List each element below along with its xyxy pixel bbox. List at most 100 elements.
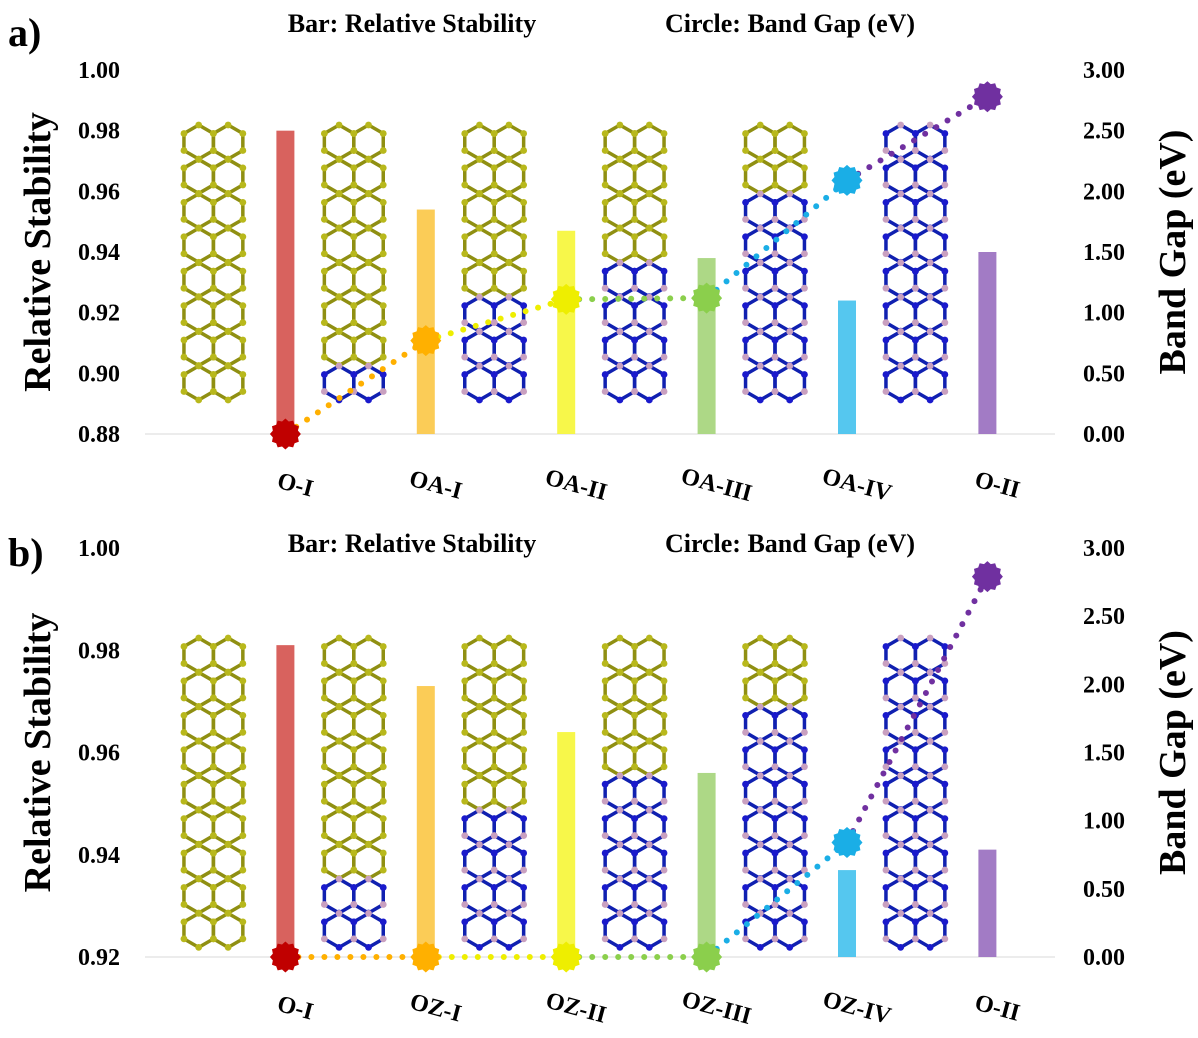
molecule-ring (184, 297, 213, 331)
molecule-atom (181, 936, 188, 943)
molecule-atom (631, 182, 638, 189)
molecule-ring (746, 810, 775, 844)
molecule-atom (239, 695, 246, 702)
molecule-atom (239, 354, 246, 361)
molecule-atom (210, 354, 217, 361)
molecule-atom (757, 156, 764, 163)
molecule-atom (380, 354, 387, 361)
molecule-atom (365, 294, 372, 301)
molecule-atom (646, 190, 653, 197)
molecule-atom (772, 250, 779, 257)
molecule-atom (883, 781, 890, 788)
molecule-atom (380, 763, 387, 770)
molecule-atom (801, 660, 808, 667)
molecule-atom (941, 319, 948, 326)
molecule-atom (661, 660, 668, 667)
molecule-atom (883, 388, 890, 395)
molecule-atom (321, 746, 328, 753)
molecule-atom (941, 199, 948, 206)
molecule-atom (883, 643, 890, 650)
molecule-ring (465, 194, 494, 228)
molecule-atom (210, 302, 217, 309)
gap-connector (707, 180, 847, 298)
molecule-atom (927, 944, 934, 951)
molecule-atom (476, 738, 483, 745)
molecule-atom (616, 910, 623, 917)
molecule-atom (602, 354, 609, 361)
molecule-atom (742, 832, 749, 839)
molecule-atom (897, 669, 904, 676)
molecule-atom (476, 328, 483, 335)
molecule-atom (941, 850, 948, 857)
molecule-atom (661, 354, 668, 361)
gap-connector (566, 298, 706, 299)
molecule-atom (321, 695, 328, 702)
molecule-atom (476, 841, 483, 848)
molecule-atom (772, 815, 779, 822)
molecule-atom (912, 302, 919, 309)
molecule-atom (239, 268, 246, 275)
molecule-atom (631, 285, 638, 292)
molecule-atom (631, 130, 638, 137)
molecule-atom (476, 397, 483, 404)
molecule-atom (380, 901, 387, 908)
molecule-atom (195, 397, 202, 404)
molecule-atom (321, 268, 328, 275)
molecule-atom (210, 337, 217, 344)
molecule-atom (631, 199, 638, 206)
bar (698, 773, 716, 957)
molecule-atom (210, 746, 217, 753)
molecule-atom (897, 156, 904, 163)
molecule-atom (210, 763, 217, 770)
molecule-atom (239, 643, 246, 650)
molecule-atom (195, 259, 202, 266)
molecule-atom (380, 337, 387, 344)
molecule-atom (225, 190, 232, 197)
molecule-ring (605, 263, 634, 297)
molecule-ring (886, 810, 915, 844)
molecule-atom (757, 363, 764, 370)
gap-point (270, 942, 301, 973)
molecule-atom (912, 850, 919, 857)
molecule-atom (491, 746, 498, 753)
panel: b)Bar: Relative StabilityCircle: Band Ga… (8, 529, 1194, 1030)
molecule-atom (927, 294, 934, 301)
molecule-ring (915, 913, 944, 947)
molecule-atom (506, 772, 513, 779)
molecule-atom (742, 643, 749, 650)
molecule-atom (801, 936, 808, 943)
molecule-atom (602, 919, 609, 926)
molecule-atom (602, 746, 609, 753)
molecule-atom (336, 635, 343, 642)
molecule-atom (883, 850, 890, 857)
molecule-atom (321, 936, 328, 943)
molecule-atom (181, 884, 188, 891)
molecule-atom (380, 285, 387, 292)
molecule-ring (886, 776, 915, 810)
molecule-atom (491, 901, 498, 908)
molecule-atom (801, 763, 808, 770)
molecule-atom (181, 268, 188, 275)
molecule-atom (239, 867, 246, 874)
molecule-atom (941, 815, 948, 822)
molecule-atom (912, 285, 919, 292)
y-tick-label: 0.94 (78, 240, 120, 266)
molecule-atom (661, 643, 668, 650)
molecule-atom (742, 781, 749, 788)
molecule-ring (184, 332, 213, 366)
molecule-atom (225, 156, 232, 163)
molecule-atom (661, 815, 668, 822)
molecule-atom (321, 354, 328, 361)
molecule-ring (605, 366, 634, 400)
molecule-atom (461, 798, 468, 805)
molecule-atom (181, 199, 188, 206)
molecule-ring (213, 228, 242, 262)
molecule-atom (321, 319, 328, 326)
molecule-atom (661, 302, 668, 309)
molecule-atom (239, 746, 246, 753)
gap-point (551, 284, 582, 315)
molecule-ring (324, 810, 353, 844)
molecule-atom (321, 285, 328, 292)
x-tick-label: O-I (274, 468, 316, 502)
molecule-atom (742, 884, 749, 891)
